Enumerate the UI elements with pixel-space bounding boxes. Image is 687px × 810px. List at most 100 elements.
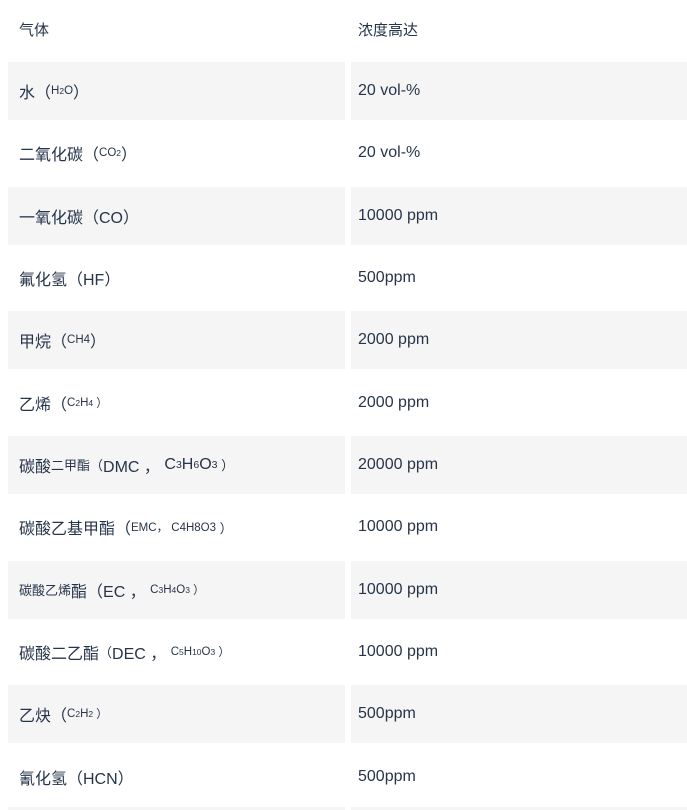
gas-name-segment: 2 xyxy=(88,709,94,720)
gas-name-segment: 氰化氢（HCN） xyxy=(19,770,134,788)
gas-name-cell: 乙炔（ C 2 H 2 ） xyxy=(8,685,345,744)
gas-name-segment: DMC ， xyxy=(103,458,165,476)
gas-name-segment: ） xyxy=(93,397,108,410)
table-row: 一氧化碳（CO） 10000 ppm xyxy=(0,186,687,249)
gas-name-segment: 2 xyxy=(75,709,81,720)
gas-name-segment: 一氧化碳（CO） xyxy=(19,209,140,227)
gas-name-segment: 4 xyxy=(88,397,94,408)
gas-name-segment: 甲烷（ xyxy=(19,334,68,352)
gas-name-cell: 氟化氢（HF） xyxy=(8,248,345,307)
gas-name-segment: （ xyxy=(99,645,113,661)
gas-name-segment: 乙烯（ xyxy=(19,396,68,414)
gas-name-cell: 水（ H 2 O） xyxy=(8,62,345,120)
table-row: 二氧化碳（ CO 2） 20 vol-% xyxy=(0,124,687,186)
gas-value-cell: 20 vol-% xyxy=(351,124,687,183)
gas-name-segment: 3 xyxy=(175,458,182,471)
gas-name-segment: C xyxy=(164,455,176,473)
header-concentration-label: 浓度高达 xyxy=(358,21,419,39)
table-row: 氟化氢（HF） 500ppm xyxy=(0,248,687,311)
gas-name-segment: O xyxy=(64,85,74,97)
gas-name-segment: 碳酸二乙酯 xyxy=(19,645,100,663)
gas-name-segment: 碳酸乙基甲酯（ xyxy=(19,521,132,539)
gas-name-segment: 2 xyxy=(75,397,81,408)
gas-name-segment: CH4 xyxy=(67,334,91,347)
gas-table-body: 水（ H 2 O） 20 vol-% 二氧化碳（ CO 2） 20 vol-% 一氧化碳（… xyxy=(0,62,687,810)
gas-name-segment: ） xyxy=(217,458,235,474)
gas-name-segment: C xyxy=(150,583,159,596)
gas-value-cell: 10000 ppm xyxy=(351,498,687,557)
header-cell-concentration: 浓度高达 xyxy=(351,0,687,58)
gas-name-cell: 碳酸二乙酯（DEC ， C 5 H 10 O 3 ） xyxy=(8,622,345,681)
gas-name-segment: ） xyxy=(93,709,108,722)
gas-name-segment: 碳酸 xyxy=(19,458,52,476)
gas-name-cell: 氰化氢（HCN） xyxy=(8,747,345,806)
gas-name-segment: ） xyxy=(216,520,233,536)
gas-name-segment: 酯（EC ， xyxy=(71,583,151,601)
gas-name-segment: 3 xyxy=(210,646,216,657)
gas-name-segment: 二甲酯 xyxy=(51,458,91,474)
next-row-peek-cell-left xyxy=(8,807,345,810)
gas-name-segment: 氟化氢（HF） xyxy=(19,271,121,289)
gas-name-segment: 3 xyxy=(158,584,164,595)
gas-name-cell: 乙烯（ C 2 H 4 ） xyxy=(8,373,345,432)
gas-name-segment: 2 xyxy=(59,86,65,96)
table-row: 乙烯（ C 2 H 4 ） 2000 ppm xyxy=(0,373,687,436)
gas-name-segment: H xyxy=(163,583,172,596)
gas-name-segment: ） xyxy=(121,147,138,165)
gas-name-segment: H xyxy=(183,645,193,658)
gas-name-segment: （ xyxy=(90,458,104,474)
gas-name-cell: 二氧化碳（ CO 2） xyxy=(8,124,345,183)
gas-name-cell: 一氧化碳（CO） xyxy=(8,186,345,245)
table-row: 水（ H 2 O） 20 vol-% xyxy=(0,62,687,124)
gas-name-segment: ） xyxy=(189,584,205,597)
gas-name-segment: 水（ xyxy=(19,85,52,102)
gas-name-segment: H xyxy=(80,708,89,721)
table-row: 碳酸乙基甲酯（ EMC， C4H8O3 ） 10000 ppm xyxy=(0,498,687,560)
gas-name-segment: H xyxy=(51,85,60,97)
table-header-row: 气体 浓度高达 xyxy=(0,0,687,62)
gas-value-cell: 500ppm xyxy=(351,747,687,806)
gas-name-segment: 3 xyxy=(211,458,218,471)
header-cell-gas: 气体 xyxy=(8,0,345,58)
gas-name-segment: H xyxy=(80,396,89,409)
gas-name-segment: 5 xyxy=(179,646,184,657)
gas-name-segment: C xyxy=(170,645,180,658)
gas-value-cell: 2000 ppm xyxy=(351,311,687,370)
gas-value-cell: 500ppm xyxy=(351,248,687,307)
gas-name-segment: DEC ， xyxy=(112,645,171,663)
gas-value-cell: 20 vol-% xyxy=(351,62,687,120)
gas-name-segment: 乙炔（ xyxy=(19,708,68,726)
gas-name-segment: O xyxy=(199,455,212,473)
header-gas-label: 气体 xyxy=(19,21,50,39)
gas-value-cell: 10000 ppm xyxy=(351,622,687,681)
next-row-peek-cell-right xyxy=(351,807,687,810)
table-row: 氰化氢（HCN） 500ppm xyxy=(0,747,687,810)
table-row: 乙炔（ C 2 H 2 ） 500ppm xyxy=(0,685,687,747)
gas-name-segment: O xyxy=(201,645,211,658)
gas-value-cell: 10000 ppm xyxy=(351,186,687,245)
gas-name-segment: C xyxy=(67,708,76,721)
gas-name-segment: C xyxy=(67,396,76,409)
gas-value-cell: 500ppm xyxy=(351,685,687,744)
gas-name-segment: 6 xyxy=(193,458,200,471)
gas-name-segment: O xyxy=(176,583,186,596)
gas-name-segment: ） xyxy=(90,334,107,352)
gas-value-cell: 2000 ppm xyxy=(351,373,687,432)
gas-name-segment: ） xyxy=(215,646,230,659)
gas-name-cell: 甲烷（ CH4） xyxy=(8,311,345,370)
gas-name-segment: 2 xyxy=(116,148,121,159)
gas-value-cell: 20000 ppm xyxy=(351,435,687,494)
gas-name-segment: EMC， C4H8O3 xyxy=(131,522,217,535)
gas-name-segment: ） xyxy=(73,85,90,102)
gas-name-segment: CO xyxy=(99,147,117,160)
gas-name-segment: H xyxy=(181,455,194,473)
next-row-peek xyxy=(0,807,687,810)
table-row: 甲烷（ CH4） 2000 ppm xyxy=(0,311,687,373)
gas-name-segment: 碳酸乙烯 xyxy=(19,583,72,599)
gas-name-segment: 4 xyxy=(171,584,177,595)
